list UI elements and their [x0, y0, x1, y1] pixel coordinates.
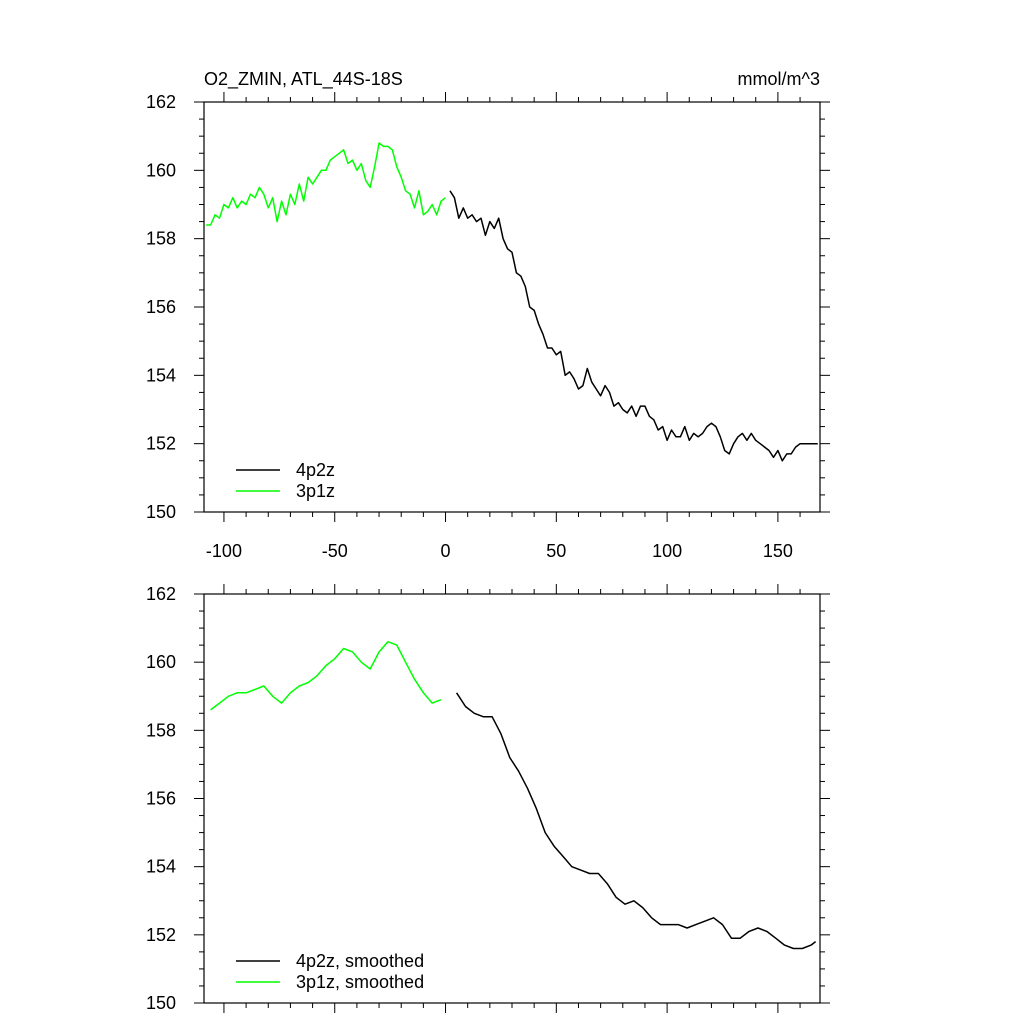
p1-y-tick-label: 162: [146, 92, 176, 112]
p2-series-line-1: [455, 692, 817, 950]
p1-series-line-2: [206, 142, 446, 226]
p1-y-tick-label: 160: [146, 160, 176, 180]
p2-series-line-2: [210, 640, 442, 711]
p1-plot-frame: [203, 101, 821, 513]
p1-series-line-1: [449, 190, 818, 462]
p2-y-tick-label: 158: [146, 720, 176, 740]
p1-legend-label-2: 3p1z: [296, 481, 335, 501]
p2-y-tick-label: 156: [146, 789, 176, 809]
chart-title: O2_ZMIN, ATL_44S-18S: [204, 69, 403, 90]
p2-y-tick-label: 154: [146, 857, 176, 877]
p1-y-tick-label: 156: [146, 297, 176, 317]
p2-y-tick-label: 162: [146, 584, 176, 604]
p2-legend-label-1: 4p2z, smoothed: [296, 951, 424, 971]
p1-x-tick-label: 150: [763, 541, 793, 561]
p1-x-tick-label: 100: [652, 541, 682, 561]
p2-legend-label-2: 3p1z, smoothed: [296, 972, 424, 992]
p1-y-tick-label: 152: [146, 434, 176, 454]
p1-y-tick-label: 150: [146, 502, 176, 522]
top-panel: 150 152 154 156 158 160 162 -100 -50 0 50 100 150 4p2…: [146, 92, 830, 561]
p1-x-tick-label: -50: [322, 541, 348, 561]
p1-x-tick-label: 50: [546, 541, 566, 561]
p1-x-tick-label: 0: [441, 541, 451, 561]
units-label: mmol/m^3: [738, 69, 820, 89]
p2-y-tick-label: 152: [146, 925, 176, 945]
p2-y-tick-label: 160: [146, 652, 176, 672]
p1-y-tick-label: 158: [146, 229, 176, 249]
p1-x-tick-label: -100: [206, 541, 242, 561]
p1-y-tick-label: 154: [146, 365, 176, 385]
p2-y-tick-label: 150: [146, 993, 176, 1013]
p1-legend-label-1: 4p2z: [296, 460, 335, 480]
p2-plot-frame: [203, 593, 821, 1004]
bottom-panel: 150 152 154 156 158 160 162 4p2z, smoothed3p1z,…: [146, 584, 830, 1013]
